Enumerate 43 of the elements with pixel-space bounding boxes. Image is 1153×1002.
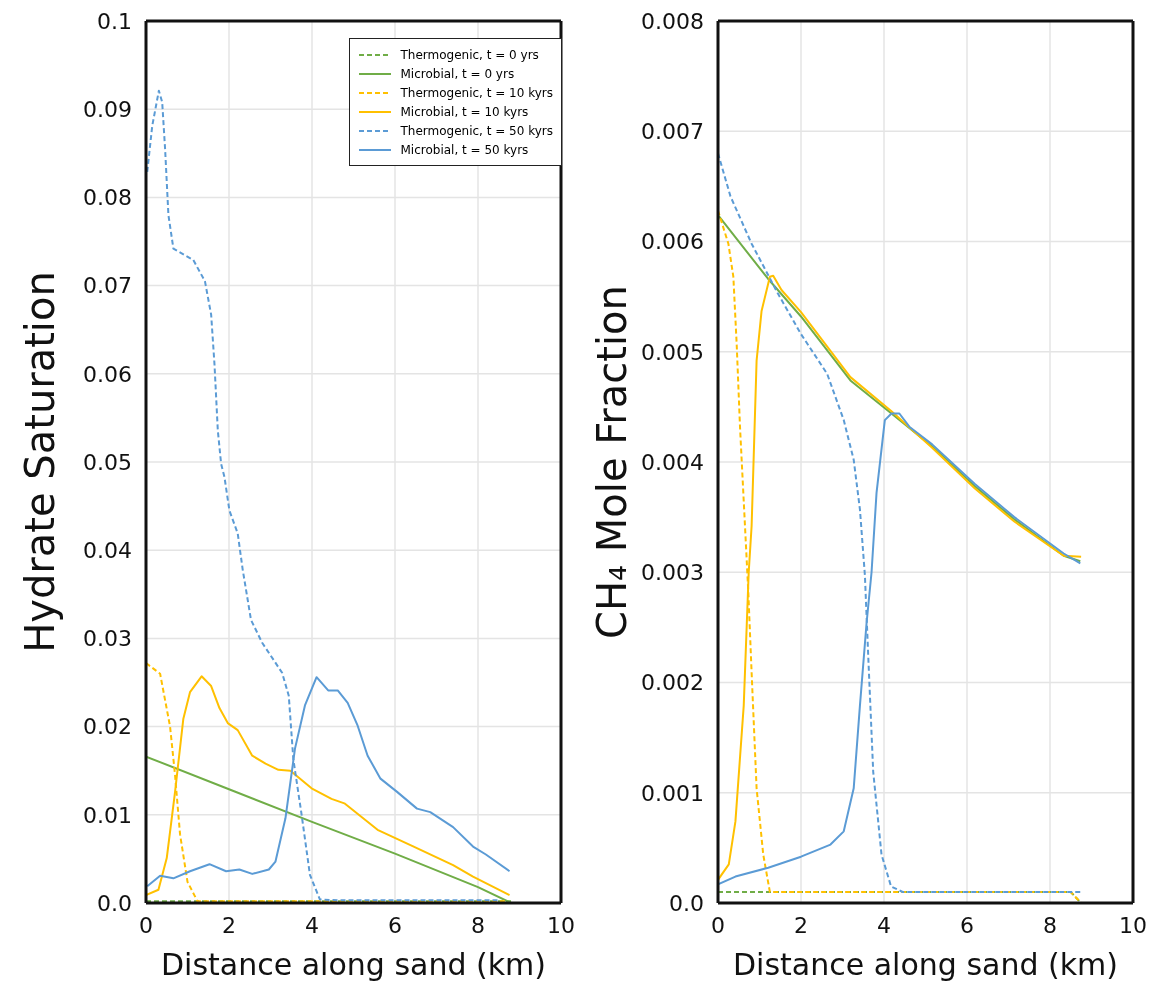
legend-label: Microbial, t = 10 kyrs	[400, 104, 529, 119]
y-tick-label: 0.03	[83, 626, 132, 652]
x-tick-label: 2	[794, 912, 808, 938]
y-axis-title: Hydrate Saturation	[17, 271, 63, 653]
y-tick-label: 0.06	[83, 361, 132, 387]
x-axis-title: Distance along sand (km)	[733, 947, 1118, 982]
x-tick-label: 0	[139, 912, 153, 938]
y-tick-label: 0.004	[641, 449, 704, 475]
x-tick-label: 4	[305, 912, 319, 938]
y-tick-label: 0.05	[83, 449, 132, 475]
line-series	[718, 215, 1082, 563]
y-tick-label: 0.002	[641, 670, 704, 696]
y-tick-label: 0.008	[641, 8, 704, 34]
y-tick-label: 0.007	[641, 119, 704, 145]
x-tick-label: 8	[471, 912, 485, 938]
legend-label: Microbial, t = 50 kyrs	[400, 142, 529, 157]
y-tick-label: 0.08	[83, 185, 132, 211]
x-tick-label: 10	[547, 912, 575, 938]
y-tick-label: 0.005	[641, 339, 704, 365]
y-tick-label: 0.006	[641, 229, 704, 255]
legend-label: Thermogenic, t = 0 yrs	[400, 47, 539, 62]
y-tick-label: 0.07	[83, 273, 132, 299]
y-tick-label: 0.0	[97, 890, 132, 916]
x-axis-title: Distance along sand (km)	[161, 947, 546, 982]
y-tick-label: 0.09	[83, 97, 132, 123]
x-tick-label: 6	[388, 912, 402, 938]
y-tick-label: 0.02	[83, 714, 132, 740]
y-axis-title: CH₄ Mole Fraction	[589, 285, 635, 639]
legend-label: Thermogenic, t = 10 kyrs	[400, 85, 553, 100]
y-tick-label: 0.04	[83, 538, 132, 564]
y-tick-label: 0.1	[97, 8, 132, 34]
y-tick-label: 0.01	[83, 802, 132, 828]
y-tick-label: 0.001	[641, 780, 704, 806]
x-tick-label: 4	[877, 912, 891, 938]
x-tick-label: 2	[222, 912, 236, 938]
x-tick-label: 8	[1043, 912, 1057, 938]
x-tick-label: 10	[1119, 912, 1147, 938]
x-tick-label: 0	[711, 912, 725, 938]
legend-label: Microbial, t = 0 yrs	[400, 66, 515, 81]
y-tick-label: 0.0	[669, 890, 704, 916]
legend-label: Thermogenic, t = 50 kyrs	[400, 123, 553, 138]
y-tick-label: 0.003	[641, 560, 704, 586]
x-tick-label: 6	[960, 912, 974, 938]
